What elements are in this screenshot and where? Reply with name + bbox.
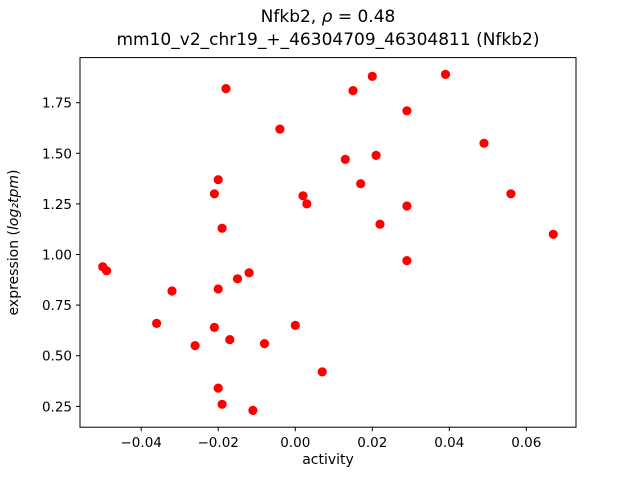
x-axis-label: activity (302, 452, 354, 468)
data-point (102, 266, 112, 276)
data-point (375, 219, 385, 229)
data-point (402, 106, 412, 116)
data-point (213, 383, 223, 393)
y-tick-label: 0.50 (42, 349, 72, 365)
chart-title-part: Nfkb2, (261, 7, 322, 27)
plot-area (79, 57, 577, 428)
chart-subtitle: mm10_v2_chr19_+_46304709_46304811 (Nfkb2… (117, 30, 540, 50)
data-point (356, 179, 366, 189)
x-tick-label: 0.04 (434, 435, 464, 451)
data-point (340, 154, 350, 164)
data-point (217, 223, 227, 233)
data-point (213, 284, 223, 294)
data-point (209, 189, 219, 199)
data-point (548, 229, 558, 239)
data-point (371, 150, 381, 160)
y-axis-label-math: log₂tpm (6, 175, 22, 230)
data-point (290, 320, 300, 330)
data-point (190, 341, 200, 351)
data-point (506, 189, 516, 199)
data-point (298, 191, 308, 201)
y-axis-label-part: expression ( (6, 230, 22, 315)
chart-title: Nfkb2, ρ = 0.48 (261, 7, 396, 27)
x-tick-label: 0.02 (357, 435, 387, 451)
chart-title-part: = 0.48 (332, 7, 395, 27)
data-point (317, 367, 327, 377)
data-point (402, 201, 412, 211)
data-point (213, 175, 223, 185)
x-tick-label: −0.04 (121, 435, 162, 451)
data-point (217, 399, 227, 409)
y-axis-label: expression (log₂tpm) (6, 170, 22, 316)
data-point (248, 405, 258, 415)
data-point (221, 84, 231, 94)
y-tick-label: 0.75 (42, 298, 72, 314)
data-point (209, 322, 219, 332)
y-tick-label: 1.75 (42, 96, 72, 112)
y-tick-label: 0.25 (42, 399, 72, 415)
data-point (367, 71, 377, 81)
data-point (348, 86, 358, 96)
chart-title-rho: ρ (322, 7, 333, 27)
data-point (275, 124, 285, 134)
data-point (479, 138, 489, 148)
axis-ticks: −0.04 −0.02 0.00 0.02 0.04 0.06 0.25 0.50 0.75 1.… (42, 96, 541, 452)
data-point (402, 256, 412, 266)
x-tick-label: 0.06 (511, 435, 541, 451)
data-point (232, 274, 243, 284)
data-point (440, 69, 451, 79)
data-point (225, 335, 235, 345)
x-tick-label: 0.00 (280, 435, 310, 451)
data-point (244, 268, 254, 278)
data-point (259, 339, 270, 349)
x-tick-label: −0.02 (198, 435, 239, 451)
data-points (98, 69, 558, 415)
data-point (302, 199, 312, 209)
data-point (167, 286, 177, 296)
y-axis-label-part: ) (6, 170, 22, 175)
y-tick-label: 1.00 (42, 248, 72, 264)
y-tick-label: 1.50 (42, 146, 72, 162)
data-point (152, 318, 162, 328)
y-tick-label: 1.25 (42, 197, 72, 213)
